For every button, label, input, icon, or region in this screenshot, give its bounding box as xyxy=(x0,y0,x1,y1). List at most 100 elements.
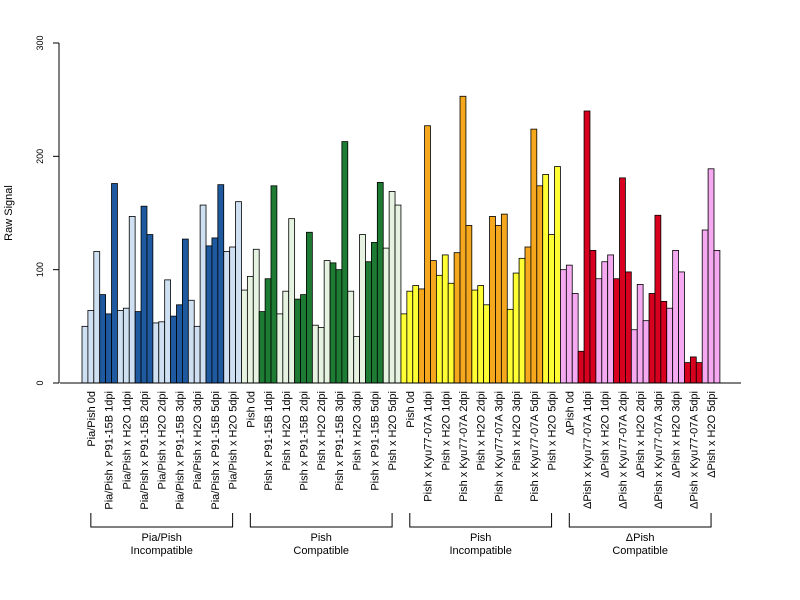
bar xyxy=(447,282,455,384)
bar xyxy=(211,237,219,384)
bar xyxy=(158,321,166,384)
category-label: Pia/Pish x H2O 3dpi xyxy=(192,391,204,489)
bar xyxy=(300,294,307,384)
y-axis-label: Raw Signal xyxy=(3,185,15,241)
bar xyxy=(335,269,343,384)
category-label: Pish 0d xyxy=(245,391,257,428)
bar xyxy=(181,238,189,384)
bar xyxy=(323,260,331,384)
bar xyxy=(187,299,195,384)
bar xyxy=(329,262,337,384)
bar xyxy=(81,325,89,384)
bar xyxy=(317,327,325,384)
bar xyxy=(282,290,290,384)
bar xyxy=(288,218,296,384)
group-brackets: Pia/PishIncompatiblePishCompatiblePishIn… xyxy=(90,513,712,557)
category-label: ΔPish x Kyu77-07A 2dpi xyxy=(617,391,629,509)
category-label: ΔPish 0d xyxy=(564,391,576,435)
bar xyxy=(530,128,538,384)
bar xyxy=(140,205,148,384)
bar xyxy=(536,185,544,384)
bar xyxy=(306,231,313,384)
group-bracket xyxy=(90,513,234,528)
group-sublabel: Compatible xyxy=(612,545,668,557)
group-bracket xyxy=(568,513,712,528)
bar xyxy=(87,310,95,384)
category-label: ΔPish x H2O 2dpi xyxy=(635,391,647,478)
bar xyxy=(376,181,384,384)
bar xyxy=(435,274,443,384)
category-label: Pia/Pish x H2O 1dpi xyxy=(121,391,133,489)
category-label: Pia/Pish x H2O 5dpi xyxy=(228,391,240,489)
bar xyxy=(388,191,396,384)
bar xyxy=(223,251,231,384)
bar xyxy=(648,293,656,384)
bar xyxy=(589,249,597,384)
bar xyxy=(642,320,650,384)
group-label: Pish xyxy=(470,532,491,544)
category-label: Pia/Pish x H2O 2dpi xyxy=(157,391,169,489)
bar xyxy=(146,234,154,384)
bar xyxy=(93,251,101,384)
category-label: Pish x H2O 5dpi xyxy=(547,391,559,470)
bar xyxy=(406,290,414,384)
category-label: Pish x H2O 1dpi xyxy=(281,391,293,470)
bar xyxy=(619,177,626,384)
bar xyxy=(713,249,721,384)
category-label: Pish x H2O 3dpi xyxy=(511,391,523,470)
category-label: Pish x Kyu77-07A 3dpi xyxy=(493,391,505,502)
bar xyxy=(424,125,431,384)
category-label: Pish x H2O 5dpi xyxy=(387,391,399,470)
category-label: Pish 0d xyxy=(405,391,417,428)
category-label: Pia/Pish x P91-15B 5dpi xyxy=(210,391,222,510)
bar xyxy=(264,278,272,384)
category-label: ΔPish x Kyu77-07A 5dpi xyxy=(688,391,700,509)
category-label: ΔPish x H2O 3dpi xyxy=(671,391,683,478)
group-sublabel: Incompatible xyxy=(131,545,193,557)
bar xyxy=(382,247,390,384)
bar xyxy=(418,288,425,384)
category-label: ΔPish x Kyu77-07A 3dpi xyxy=(653,391,665,509)
category-label: Pish x P91-15B 3dpi xyxy=(334,391,346,491)
bar xyxy=(193,325,201,384)
category-label: Pia/Pish x P91-15B 2dpi xyxy=(139,391,151,510)
bar xyxy=(430,260,437,384)
y-tick-label: 200 xyxy=(35,149,45,164)
category-label: Pish x H2O 2dpi xyxy=(316,391,328,470)
bar xyxy=(506,308,514,384)
bar xyxy=(134,311,142,384)
category-label: Pish x P91-15B 5dpi xyxy=(369,391,381,491)
bar xyxy=(477,285,485,384)
bar xyxy=(441,254,449,384)
bar xyxy=(217,184,225,384)
category-label: Pish x H2O 2dpi xyxy=(476,391,488,470)
bar xyxy=(105,313,112,384)
bar xyxy=(359,234,366,384)
category-label: Pia/Pish 0d xyxy=(86,391,98,447)
bar xyxy=(684,362,691,384)
category-label: Pish x H2O 1dpi xyxy=(440,391,452,470)
bar xyxy=(548,234,555,384)
bar xyxy=(347,290,355,384)
bar xyxy=(560,269,567,384)
bar xyxy=(341,141,349,384)
bar xyxy=(583,110,591,384)
category-label: Pia/Pish x P91-15B 3dpi xyxy=(174,391,186,510)
bar xyxy=(554,166,561,384)
bar xyxy=(672,249,679,384)
group-bracket xyxy=(249,513,393,528)
category-label: Pish x P91-15B 1dpi xyxy=(263,391,275,491)
group-label: Pish xyxy=(311,532,332,544)
bar xyxy=(311,324,319,384)
y-tick-label: 100 xyxy=(35,262,45,277)
category-label: Pish x H2O 3dpi xyxy=(352,391,364,470)
bar xyxy=(400,313,408,384)
y-tick-label: 0 xyxy=(35,380,45,385)
bar xyxy=(695,362,703,384)
bar xyxy=(524,246,532,384)
bar xyxy=(701,229,709,384)
y-axis: 0 100 200 300 xyxy=(35,35,60,386)
bar xyxy=(294,298,301,384)
group-sublabel: Compatible xyxy=(293,545,349,557)
